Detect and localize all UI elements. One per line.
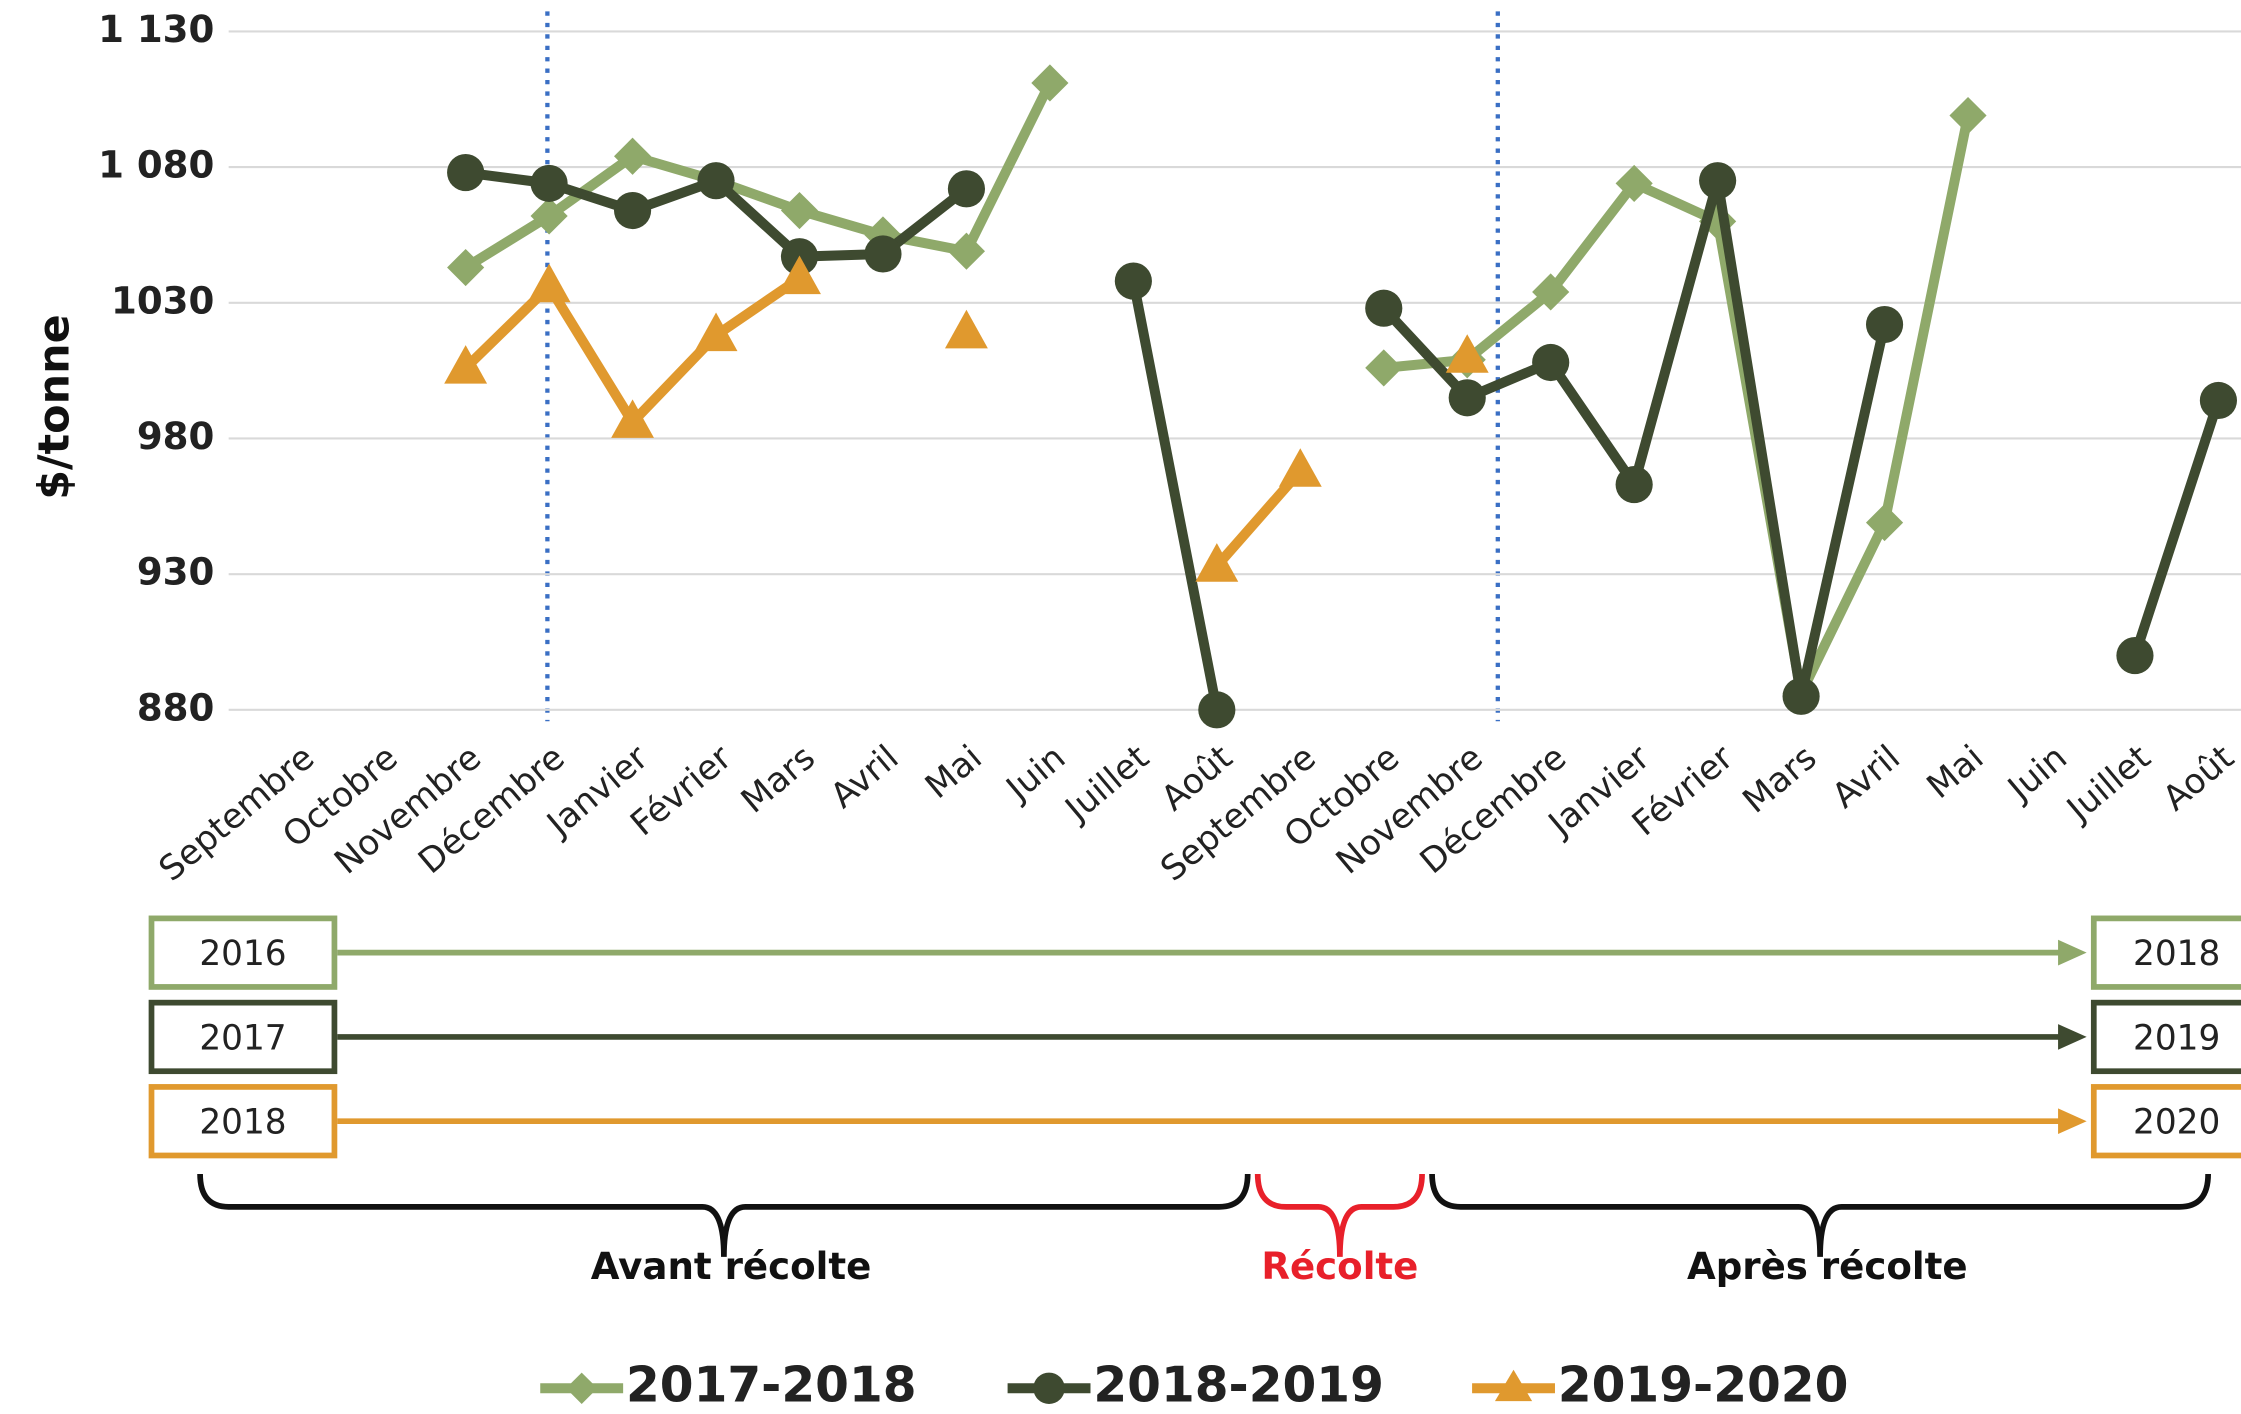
legend-label: 2018-2019 <box>1093 1357 1384 1413</box>
marker <box>1365 349 1403 387</box>
marker <box>530 164 568 202</box>
marker <box>1532 343 1570 382</box>
year-end: 2019 <box>2133 1018 2220 1058</box>
marker <box>1699 162 1737 200</box>
marker <box>864 235 902 273</box>
marker <box>2199 381 2237 420</box>
year-start: 2018 <box>199 1103 286 1143</box>
year-end: 2020 <box>2133 1103 2220 1143</box>
phase-label: Après récolte <box>1687 1245 1968 1288</box>
brace <box>1254 1173 1425 1257</box>
marker <box>613 191 652 230</box>
phase-label: Récolte <box>1261 1245 1418 1288</box>
x-tick-label: Mai <box>1920 738 1992 807</box>
marker <box>447 248 485 287</box>
brace <box>1429 1173 2211 1257</box>
marker <box>1949 96 1987 135</box>
marker <box>2116 637 2154 675</box>
marker <box>1195 543 1239 582</box>
arrow-head <box>2058 1108 2087 1135</box>
y-axis-label: $/tonne <box>30 314 80 499</box>
marker <box>1031 64 1069 102</box>
y-tick-label: 980 <box>137 415 215 458</box>
marker <box>1445 334 1489 373</box>
legend-marker <box>565 1372 598 1405</box>
series-line <box>464 167 2224 711</box>
legend-marker <box>1033 1372 1065 1405</box>
y-tick-label: 880 <box>137 686 215 729</box>
arrow-head <box>2058 1024 2087 1050</box>
y-tick-label: 1 080 <box>98 144 214 187</box>
marker <box>1615 466 1653 504</box>
marker <box>613 137 652 175</box>
x-tick-label: Avril <box>823 738 906 817</box>
marker <box>1198 691 1236 729</box>
legend-label: 2019-2020 <box>1558 1357 1849 1413</box>
marker <box>444 345 488 384</box>
legend-marker <box>1494 1369 1533 1402</box>
marker <box>1448 379 1486 417</box>
year-start: 2016 <box>199 934 286 974</box>
marker <box>780 191 819 230</box>
marker <box>947 232 986 270</box>
marker <box>1865 504 1904 542</box>
marker <box>447 153 485 192</box>
y-tick-label: 930 <box>137 551 215 594</box>
x-tick-label: Mars <box>1735 738 1824 822</box>
y-tick-label: 1 130 <box>98 8 214 51</box>
marker <box>778 255 821 295</box>
y-tick-label: 1030 <box>111 279 214 322</box>
year-box <box>2090 999 2241 1075</box>
year-box <box>2090 915 2241 990</box>
marker <box>1114 262 1152 300</box>
marker <box>947 170 986 208</box>
marker <box>527 263 571 303</box>
marker <box>1278 448 1322 487</box>
marker <box>1365 289 1403 327</box>
marker <box>530 197 568 235</box>
phase-label: Avant récolte <box>591 1245 872 1288</box>
marker <box>697 162 735 200</box>
marker <box>611 399 655 438</box>
year-box <box>148 915 338 990</box>
x-tick-label: Août <box>2156 738 2241 819</box>
x-tick-label: Mai <box>918 738 990 807</box>
year-start: 2017 <box>199 1018 286 1058</box>
year-box <box>148 1084 338 1159</box>
series-line <box>463 80 1973 699</box>
marker <box>694 312 738 352</box>
marker <box>944 309 988 349</box>
legend-label: 2017-2018 <box>626 1357 917 1413</box>
marker <box>1865 305 1904 344</box>
arrow-head <box>2058 939 2087 966</box>
x-tick-label: Avril <box>1825 738 1908 817</box>
year-box <box>2090 1084 2241 1159</box>
x-tick-label: Juillet <box>2058 738 2158 831</box>
brace <box>197 1173 1251 1257</box>
marker <box>1782 677 1820 715</box>
x-tick-label: Juillet <box>1057 738 1157 831</box>
year-end: 2018 <box>2133 934 2220 974</box>
year-box <box>148 999 338 1075</box>
x-tick-label: Mars <box>734 738 823 822</box>
